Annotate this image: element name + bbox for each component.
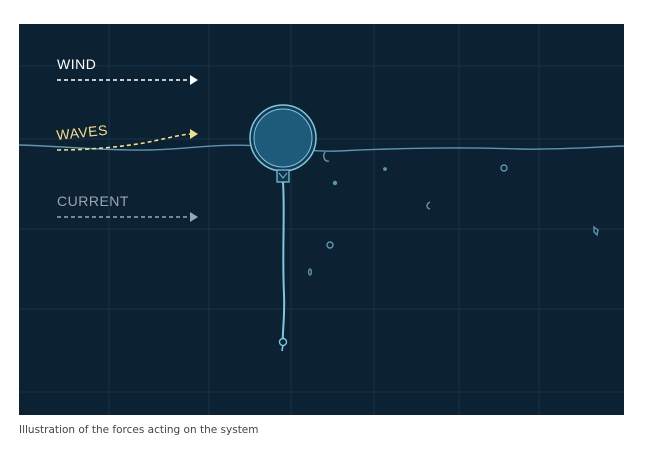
- background-grid: [19, 24, 624, 415]
- forces-illustration: WIND WAVES CURRENT: [19, 24, 624, 415]
- anchor-weight: [278, 337, 288, 347]
- wind-label: WIND: [57, 56, 96, 72]
- figure-caption: Illustration of the forces acting on the…: [19, 424, 259, 436]
- buoy: [249, 104, 317, 183]
- wind-arrow: [57, 75, 198, 85]
- mooring-line: [281, 181, 286, 343]
- current-label: CURRENT: [57, 193, 129, 209]
- waves-label: WAVES: [56, 122, 109, 143]
- water-particles: [307, 151, 599, 276]
- diagram-canvas: WIND WAVES CURRENT: [19, 24, 624, 415]
- current-arrow: [57, 212, 198, 222]
- waves-arrow: [56, 129, 198, 151]
